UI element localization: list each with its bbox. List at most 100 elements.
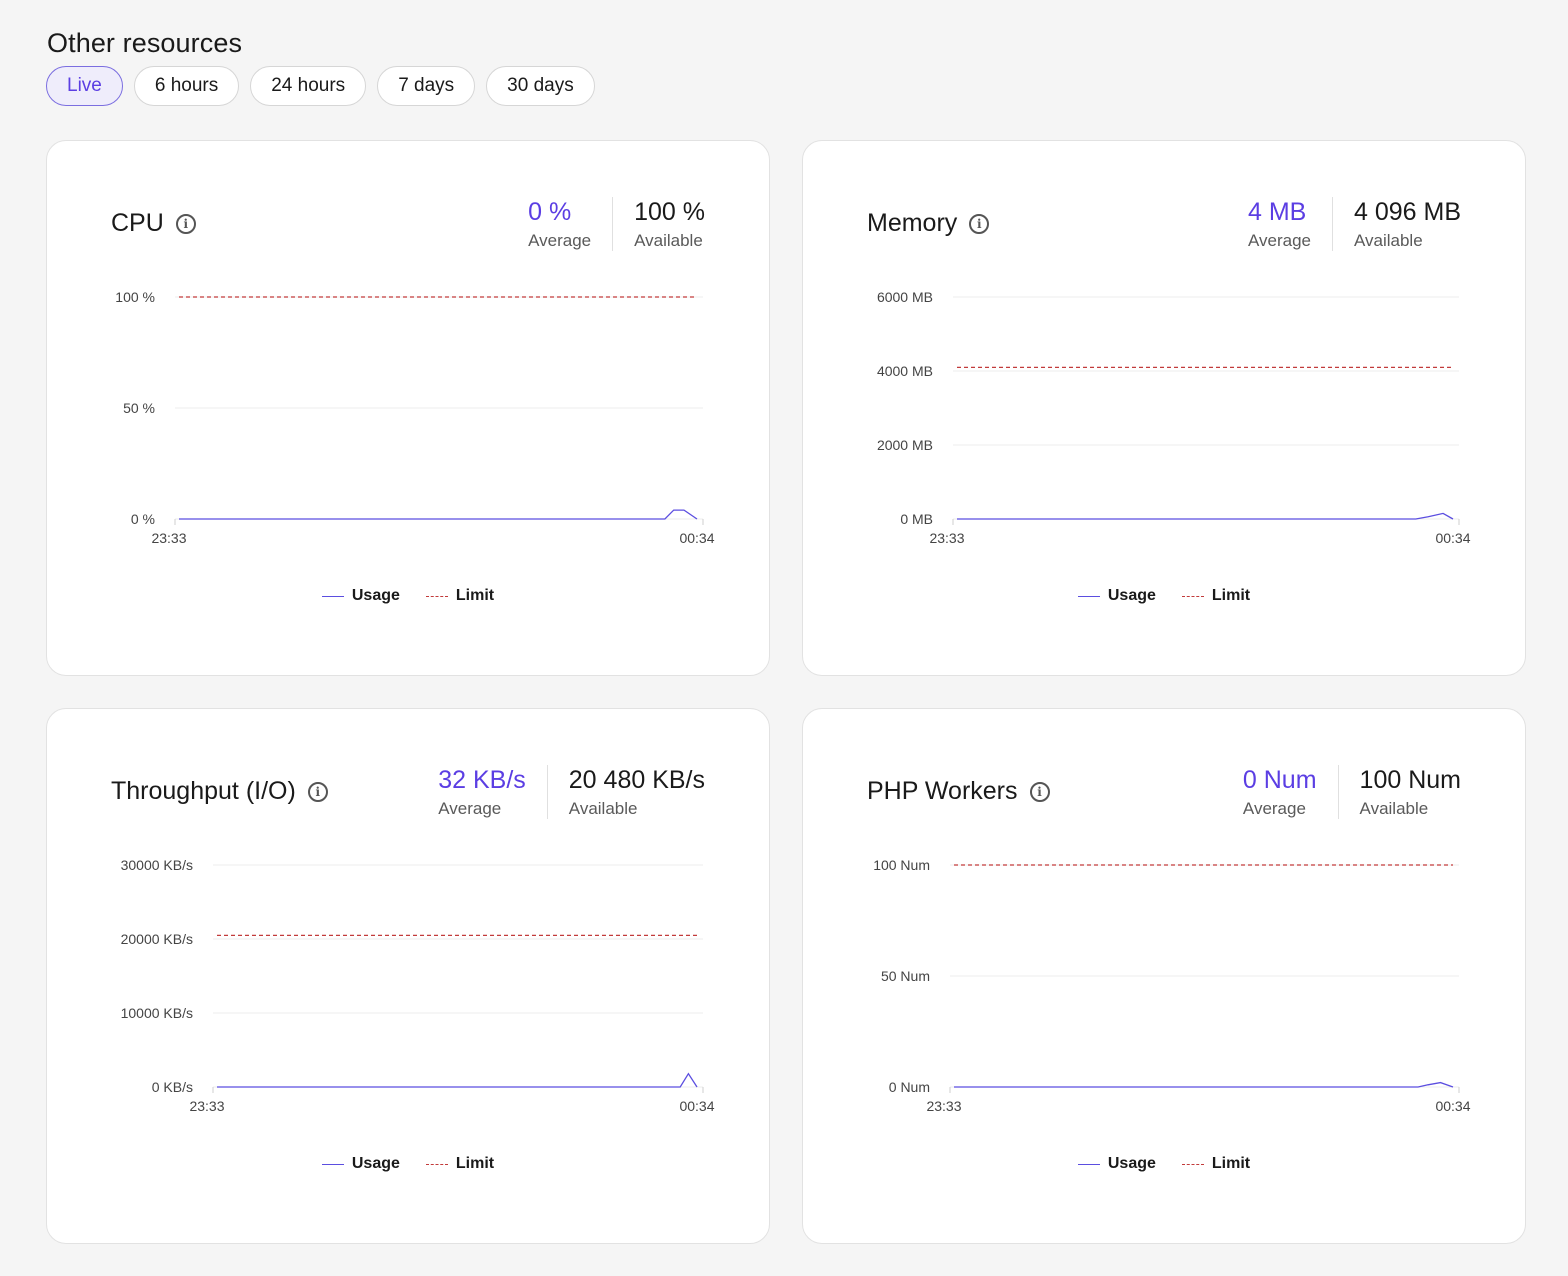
card-title-text: Throughput (I/O) xyxy=(111,777,296,805)
info-icon[interactable]: i xyxy=(1029,781,1050,802)
php-workers-card: PHP Workers i 0 Num Average 100 Num Avai… xyxy=(802,708,1526,1244)
average-stat: 0 Num Average xyxy=(1243,765,1339,819)
legend-limit[interactable]: Limit xyxy=(1181,1155,1251,1173)
card-title-text: PHP Workers xyxy=(867,777,1018,805)
x-tick-label: 00:34 xyxy=(679,1098,714,1114)
card-stats: 4 MB Average 4 096 MB Available xyxy=(1248,197,1461,251)
average-label: Average xyxy=(1247,231,1311,250)
legend-limit-label: Limit xyxy=(1211,587,1251,604)
memory-card: Memory i 4 MB Average 4 096 MB Available… xyxy=(802,140,1526,676)
time-range-tabs: Live 6 hours 24 hours 7 days 30 days xyxy=(46,66,595,106)
card-stats: 32 KB/s Average 20 480 KB/s Available xyxy=(438,765,705,819)
card-stats: 0 Num Average 100 Num Available xyxy=(1243,765,1461,819)
average-stat: 4 MB Average xyxy=(1248,197,1333,251)
card-title: PHP Workers i xyxy=(867,777,1050,806)
legend-usage[interactable]: Usage xyxy=(321,587,400,605)
available-value: 4 096 MB xyxy=(1353,198,1461,226)
legend-usage-label: Usage xyxy=(1107,1155,1156,1172)
y-tick-label: 10000 KB/s xyxy=(121,1005,193,1021)
y-tick-label: 0 KB/s xyxy=(152,1079,193,1095)
y-tick-label: 0 Num xyxy=(889,1079,930,1095)
x-tick-label: 23:33 xyxy=(926,1098,961,1114)
cpu-card: CPU i 0 % Average 100 % Available 0 % 50 … xyxy=(46,140,770,676)
usage-swatch xyxy=(1077,595,1100,597)
limit-swatch xyxy=(425,595,448,597)
usage-line xyxy=(217,1072,698,1088)
legend-limit-label: Limit xyxy=(455,587,495,604)
usage-line xyxy=(179,509,698,520)
y-tick-label: 50 % xyxy=(123,400,155,416)
legend-usage[interactable]: Usage xyxy=(321,1155,400,1173)
legend-usage[interactable]: Usage xyxy=(1077,587,1156,605)
y-tick-label: 30000 KB/s xyxy=(121,857,193,873)
available-value: 100 % xyxy=(634,198,705,226)
average-value: 0 Num xyxy=(1242,766,1317,794)
x-tick-label: 00:34 xyxy=(1435,530,1470,546)
available-value: 20 480 KB/s xyxy=(568,766,705,794)
available-stat: 100 Num Available xyxy=(1339,765,1461,819)
legend-limit[interactable]: Limit xyxy=(1181,587,1251,605)
average-stat: 0 % Average xyxy=(528,197,614,251)
throughput-card: Throughput (I/O) i 32 KB/s Average 20 48… xyxy=(46,708,770,1244)
y-tick-label: 4000 MB xyxy=(877,363,933,379)
card-title: Throughput (I/O) i xyxy=(111,777,328,806)
available-value: 100 Num xyxy=(1359,766,1461,794)
tab-live[interactable]: Live xyxy=(46,66,123,106)
available-label: Available xyxy=(568,799,638,818)
legend-usage-label: Usage xyxy=(351,1155,400,1172)
usage-swatch xyxy=(321,595,344,597)
y-tick-label: 100 % xyxy=(115,289,155,305)
available-stat: 20 480 KB/s Available xyxy=(548,765,705,819)
legend-limit-label: Limit xyxy=(1211,1155,1251,1172)
chart-legend: Usage Limit xyxy=(47,1155,769,1173)
card-title: CPU i xyxy=(111,209,196,238)
x-tick-label: 23:33 xyxy=(189,1098,224,1114)
x-tick-label: 23:33 xyxy=(151,530,186,546)
y-tick-label: 0 MB xyxy=(900,511,933,527)
legend-limit[interactable]: Limit xyxy=(425,587,495,605)
usage-swatch xyxy=(1077,1163,1100,1165)
section-title: Other resources xyxy=(47,28,243,58)
usage-line xyxy=(954,1081,1454,1088)
tab-30-days[interactable]: 30 days xyxy=(486,66,595,106)
y-tick-label: 0 % xyxy=(131,511,155,527)
info-icon[interactable]: i xyxy=(307,781,328,802)
y-tick-label: 2000 MB xyxy=(877,437,933,453)
y-tick-label: 50 Num xyxy=(881,968,930,984)
tab-7-days[interactable]: 7 days xyxy=(377,66,476,106)
legend-usage[interactable]: Usage xyxy=(1077,1155,1156,1173)
card-title-text: CPU xyxy=(111,209,164,237)
usage-line xyxy=(957,512,1454,520)
legend-usage-label: Usage xyxy=(351,587,400,604)
average-value: 32 KB/s xyxy=(438,766,526,794)
php-workers-chart: 0 Num 50 Num 100 Num 23:33 00:34 xyxy=(873,857,1471,1114)
chart-legend: Usage Limit xyxy=(803,587,1525,605)
y-tick-label: 20000 KB/s xyxy=(121,931,193,947)
x-tick-label: 23:33 xyxy=(929,530,964,546)
tab-6-hours[interactable]: 6 hours xyxy=(133,66,240,106)
tab-24-hours[interactable]: 24 hours xyxy=(250,66,367,106)
card-stats: 0 % Average 100 % Available xyxy=(528,197,705,251)
available-label: Available xyxy=(1359,799,1429,818)
cpu-chart: 0 % 50 % 100 % 23:33 00:34 xyxy=(115,289,714,546)
average-label: Average xyxy=(1242,799,1306,818)
x-tick-label: 00:34 xyxy=(1435,1098,1470,1114)
average-label: Average xyxy=(528,231,592,250)
info-icon[interactable]: i xyxy=(175,213,196,234)
available-stat: 100 % Available xyxy=(613,197,705,251)
chart-legend: Usage Limit xyxy=(803,1155,1525,1173)
memory-chart: 0 MB 2000 MB 4000 MB 6000 MB 23:33 00:34 xyxy=(877,289,1471,546)
legend-limit-label: Limit xyxy=(455,1155,495,1172)
limit-swatch xyxy=(1181,595,1204,597)
card-title-text: Memory xyxy=(867,209,958,237)
available-label: Available xyxy=(634,231,703,250)
card-title: Memory i xyxy=(867,209,990,238)
limit-swatch xyxy=(1181,1163,1204,1165)
average-value: 4 MB xyxy=(1247,198,1307,226)
legend-limit[interactable]: Limit xyxy=(425,1155,495,1173)
legend-usage-label: Usage xyxy=(1107,587,1156,604)
info-icon[interactable]: i xyxy=(969,213,990,234)
available-stat: 4 096 MB Available xyxy=(1333,197,1461,251)
available-label: Available xyxy=(1353,231,1423,250)
y-tick-label: 100 Num xyxy=(873,857,930,873)
